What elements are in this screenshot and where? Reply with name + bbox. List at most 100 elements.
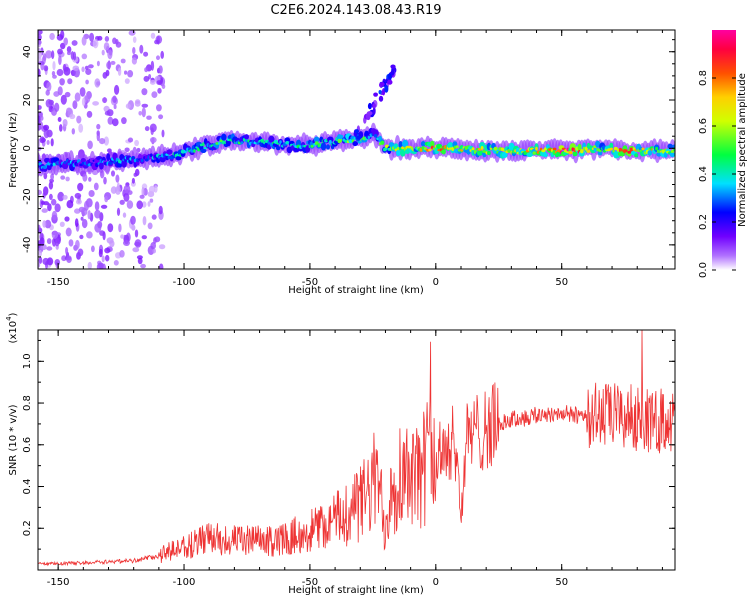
noise-speck bbox=[74, 92, 81, 102]
noise-speck bbox=[64, 91, 71, 98]
noise-speck bbox=[60, 94, 67, 105]
noise-speck bbox=[103, 42, 110, 51]
noise-speck bbox=[58, 55, 62, 66]
noise-speck bbox=[84, 95, 91, 103]
ridge-blob bbox=[175, 156, 182, 161]
noise-speck bbox=[59, 78, 65, 86]
ridge-blob bbox=[667, 143, 673, 149]
noise-speck bbox=[44, 219, 52, 229]
x-tick-label: -150 bbox=[47, 277, 70, 288]
noise-speck bbox=[54, 259, 61, 266]
noise-speck bbox=[81, 97, 86, 106]
noise-speck bbox=[67, 78, 73, 85]
ridge-core bbox=[407, 145, 412, 149]
noise-speck bbox=[61, 255, 67, 262]
noise-speck bbox=[72, 100, 78, 110]
noise-speck bbox=[134, 100, 141, 107]
ridge-core bbox=[541, 149, 546, 153]
noise-speck bbox=[56, 68, 64, 77]
noise-speck bbox=[45, 99, 53, 108]
ridge-blob bbox=[166, 149, 173, 155]
noise-speck bbox=[43, 201, 49, 206]
ridge-core bbox=[670, 149, 675, 153]
noise-speck bbox=[133, 172, 138, 177]
noise-speck bbox=[63, 37, 68, 46]
noise-speck bbox=[41, 137, 46, 143]
x-tick-label: 50 bbox=[555, 577, 568, 588]
noise-speck bbox=[141, 201, 147, 208]
ridge-core bbox=[245, 139, 248, 143]
ridge-core bbox=[623, 149, 627, 154]
ridge-core bbox=[202, 142, 205, 147]
noise-speck bbox=[110, 186, 117, 194]
noise-speck bbox=[123, 240, 130, 246]
noise-speck bbox=[136, 255, 143, 260]
noise-speck bbox=[146, 115, 152, 120]
ridge-blob bbox=[326, 144, 330, 150]
noise-speck bbox=[91, 245, 95, 253]
ridge-core bbox=[453, 145, 457, 150]
ridge-core bbox=[493, 146, 498, 151]
branch-blob bbox=[390, 69, 395, 76]
noise-speck bbox=[113, 104, 117, 110]
noise-speck bbox=[57, 117, 62, 122]
x-tick-label: 50 bbox=[555, 277, 568, 288]
noise-speck bbox=[94, 201, 100, 211]
noise-speck bbox=[51, 71, 56, 76]
noise-speck bbox=[103, 176, 107, 185]
snr-y-multiplier: (x104) bbox=[5, 312, 19, 343]
noise-speck bbox=[116, 207, 121, 216]
noise-speck bbox=[97, 35, 103, 41]
noise-speck bbox=[141, 88, 148, 96]
x-tick-label: 0 bbox=[433, 277, 439, 288]
noise-speck bbox=[79, 234, 84, 240]
branch-blob bbox=[373, 92, 378, 97]
ridge-blob bbox=[327, 136, 334, 143]
ridge-blob bbox=[80, 158, 87, 163]
noise-speck bbox=[147, 245, 155, 255]
branch-blob bbox=[378, 90, 382, 95]
noise-speck bbox=[139, 194, 145, 199]
colorbar-scale bbox=[712, 30, 736, 270]
branch-blob bbox=[356, 135, 362, 140]
noise-speck bbox=[65, 247, 69, 255]
noise-speck bbox=[46, 81, 52, 92]
noise-speck bbox=[78, 123, 84, 133]
chart-title: C2E6.2024.143.08.43.R19 bbox=[270, 3, 441, 18]
noise-speck bbox=[85, 79, 89, 85]
ridge-blob bbox=[572, 151, 578, 157]
noise-speck bbox=[51, 50, 55, 60]
ridge-core bbox=[552, 147, 557, 151]
noise-speck bbox=[105, 254, 110, 262]
noise-speck bbox=[43, 124, 50, 131]
noise-speck bbox=[110, 60, 116, 65]
snr-line-layer bbox=[38, 330, 675, 567]
noise-speck bbox=[120, 58, 126, 64]
noise-speck bbox=[130, 215, 136, 225]
ridge-blob bbox=[466, 148, 471, 155]
ridge-core bbox=[380, 140, 385, 145]
branch-blob bbox=[387, 79, 393, 85]
ridge-core bbox=[571, 147, 575, 151]
noise-speck bbox=[62, 63, 67, 72]
colorbar-tick-label: 0.0 bbox=[698, 262, 709, 278]
noise-speck bbox=[158, 244, 166, 250]
noise-speck bbox=[156, 80, 163, 86]
noise-speck bbox=[160, 50, 164, 59]
ridge-core bbox=[144, 158, 149, 162]
ridge-blob bbox=[286, 146, 293, 154]
ridge-blob bbox=[313, 136, 320, 143]
colorbar: 0.0 0.2 0.4 0.6 0.8 Normalized spectral ampl… bbox=[698, 30, 748, 278]
noise-speck bbox=[54, 203, 61, 213]
noise-speck bbox=[117, 67, 122, 76]
branch-blob bbox=[388, 73, 392, 80]
snr-y-multiplier-exp: 4 bbox=[5, 316, 13, 321]
noise-speck bbox=[141, 186, 145, 197]
noise-speck bbox=[64, 216, 70, 222]
noise-speck bbox=[150, 60, 155, 71]
spectrogram-frame bbox=[37, 29, 676, 270]
snr-x-label: Height of straight line (km) bbox=[288, 585, 424, 596]
noise-speck bbox=[132, 36, 137, 43]
ridge-blob bbox=[502, 151, 508, 158]
ridge-blob bbox=[430, 140, 435, 148]
